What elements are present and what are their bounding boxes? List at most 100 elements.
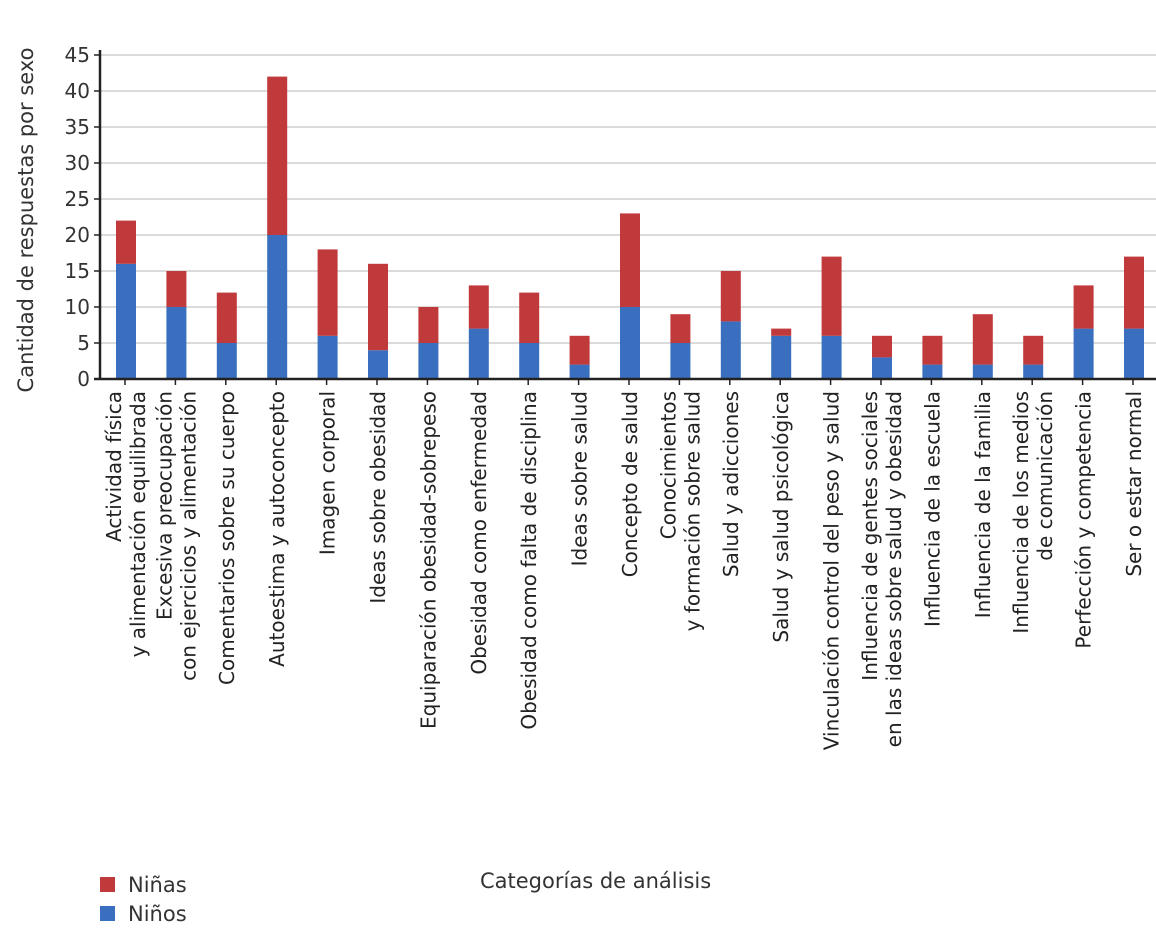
x-tick-label-line: en las ideas sobre salud y obesidad bbox=[882, 391, 906, 747]
y-tick-label: 40 bbox=[65, 79, 90, 103]
x-tick-label-line: Vinculación control del peso y salud bbox=[820, 391, 844, 750]
x-tick-label: Actividad físicay alimentación equilibra… bbox=[102, 391, 150, 657]
x-tick-label: Vinculación control del peso y salud bbox=[820, 391, 844, 750]
y-tick-label: 25 bbox=[65, 187, 90, 211]
x-tick-label-line: Ideas sobre salud bbox=[568, 391, 592, 566]
x-tick-label-line: Influencia de la familia bbox=[971, 391, 995, 618]
bar-ninos bbox=[216, 343, 237, 379]
x-tick-label: Obesidad como falta de disciplina bbox=[517, 391, 541, 730]
y-tick-label: 35 bbox=[65, 115, 90, 139]
bar-ninas bbox=[317, 249, 338, 336]
bar-ninos bbox=[771, 335, 792, 379]
bar-ninos bbox=[922, 364, 943, 379]
x-tick-label-line: Imagen corporal bbox=[316, 391, 340, 555]
y-tick-label: 0 bbox=[77, 367, 90, 391]
bar-ninas bbox=[1073, 285, 1094, 329]
axes bbox=[94, 50, 1156, 385]
x-tick-label: Ideas sobre salud bbox=[568, 391, 592, 566]
legend-item-ninas: Niñas bbox=[100, 870, 187, 899]
bar-ninas bbox=[468, 285, 489, 329]
bar-ninos bbox=[569, 364, 590, 379]
x-tick-label-line: Salud y salud psicológica bbox=[769, 391, 793, 643]
bar-ninas bbox=[670, 314, 691, 343]
x-tick-label: Salud y adicciones bbox=[719, 391, 743, 577]
x-tick-label: Concepto de salud bbox=[618, 391, 642, 577]
x-tick-label: Excesiva preocupacióncon ejercicios y al… bbox=[152, 391, 200, 681]
legend-swatch-ninos bbox=[100, 906, 115, 921]
y-tick-label: 5 bbox=[77, 331, 90, 355]
legend: Niñas Niños bbox=[100, 870, 187, 928]
y-tick-label: 15 bbox=[65, 259, 90, 283]
x-tick-label-line: Concepto de salud bbox=[618, 391, 642, 577]
x-tick-label-line: Equiparación obesidad-sobrepeso bbox=[416, 391, 440, 729]
x-tick-label: Autoestima y autoconcepto bbox=[265, 391, 289, 667]
bar-ninos bbox=[468, 328, 489, 379]
x-tick-label-line: Influencia de los medios bbox=[1009, 391, 1033, 634]
y-tick-labels: 0 5 10 15 20 25 30 35 40 45 bbox=[65, 43, 100, 391]
bar-ninas bbox=[1124, 256, 1144, 329]
x-tick-label: Ser o estar normal bbox=[1122, 391, 1146, 577]
x-tick-label-line: Ideas sobre obesidad bbox=[366, 391, 390, 604]
x-tick-label: Imagen corporal bbox=[316, 391, 340, 555]
x-tick-label-line: Actividad física bbox=[102, 391, 126, 542]
x-tick-label-line: Salud y adicciones bbox=[719, 391, 743, 577]
x-tick-label-line: Perfección y competencia bbox=[1072, 391, 1096, 649]
bar-ninos bbox=[1023, 364, 1044, 379]
x-tick-label: Ideas sobre obesidad bbox=[366, 391, 390, 604]
x-tick-label-line: Excesiva preocupación bbox=[152, 391, 176, 620]
x-tick-label: Salud y salud psicológica bbox=[769, 391, 793, 643]
x-tick-label-line: Influencia de la escuela bbox=[920, 391, 944, 627]
y-tick-label: 30 bbox=[65, 151, 90, 175]
y-tick-label: 10 bbox=[65, 295, 90, 319]
x-tick-label-line: con ejercicios y alimentación bbox=[176, 391, 200, 681]
bar-ninas bbox=[771, 328, 792, 336]
x-tick-label-line: y formación sobre salud bbox=[680, 391, 704, 631]
x-tick-label-line: Conocimientos bbox=[656, 391, 680, 539]
bar-ninos bbox=[1073, 328, 1094, 379]
x-tick-label: Equiparación obesidad-sobrepeso bbox=[416, 391, 440, 729]
bar-ninas bbox=[166, 271, 187, 307]
bar-ninas bbox=[116, 220, 136, 264]
x-tick-label: Comentarios sobre su cuerpo bbox=[215, 391, 239, 685]
bar-ninos bbox=[1124, 328, 1144, 379]
bar-ninas bbox=[620, 213, 640, 307]
x-tick-label: Conocimientosy formación sobre salud bbox=[656, 391, 704, 631]
bar-ninos bbox=[368, 350, 388, 379]
x-tick-label: Influencia de la escuela bbox=[920, 391, 944, 627]
x-tick-label-line: y alimentación equilibrada bbox=[126, 391, 150, 657]
x-tick-label-line: Autoestima y autoconcepto bbox=[265, 391, 289, 667]
legend-label-ninas: Niñas bbox=[128, 872, 187, 897]
bar-ninas bbox=[1023, 335, 1044, 365]
x-tick-label: Influencia de los mediosde comunicación bbox=[1009, 391, 1057, 634]
x-tick-label: Perfección y competencia bbox=[1072, 391, 1096, 649]
x-axis-label: Categorías de análisis bbox=[480, 869, 712, 893]
bar-ninas bbox=[368, 263, 388, 351]
bar-ninas bbox=[720, 271, 741, 322]
bar-ninas bbox=[216, 292, 237, 343]
bar-ninos bbox=[720, 321, 741, 379]
bar-ninas bbox=[267, 76, 288, 235]
bar-ninas bbox=[821, 256, 842, 336]
bar-ninos bbox=[267, 235, 288, 379]
bar-ninos bbox=[317, 335, 338, 379]
bar-ninos bbox=[620, 307, 640, 379]
x-tick-label-line: Comentarios sobre su cuerpo bbox=[215, 391, 239, 685]
y-tick-label: 20 bbox=[65, 223, 90, 247]
bar-ninos bbox=[418, 343, 439, 379]
bar-ninas bbox=[519, 292, 540, 343]
x-tick-label-line: Obesidad como falta de disciplina bbox=[517, 391, 541, 730]
bar-ninos bbox=[670, 343, 691, 379]
x-tick-label-line: Ser o estar normal bbox=[1122, 391, 1146, 577]
bar-ninas bbox=[872, 335, 892, 358]
y-tick-label: 45 bbox=[65, 43, 90, 67]
bar-ninas bbox=[569, 335, 590, 365]
bar-ninas bbox=[922, 335, 943, 365]
legend-label-ninos: Niños bbox=[128, 901, 187, 926]
x-tick-label: Influencia de la familia bbox=[971, 391, 995, 618]
bar-ninos bbox=[872, 357, 892, 379]
x-tick-label: Obesidad como enfermedad bbox=[467, 391, 491, 675]
bars bbox=[116, 76, 1144, 379]
x-tick-labels: Actividad físicay alimentación equilibra… bbox=[102, 391, 1146, 750]
bar-ninos bbox=[821, 335, 842, 379]
